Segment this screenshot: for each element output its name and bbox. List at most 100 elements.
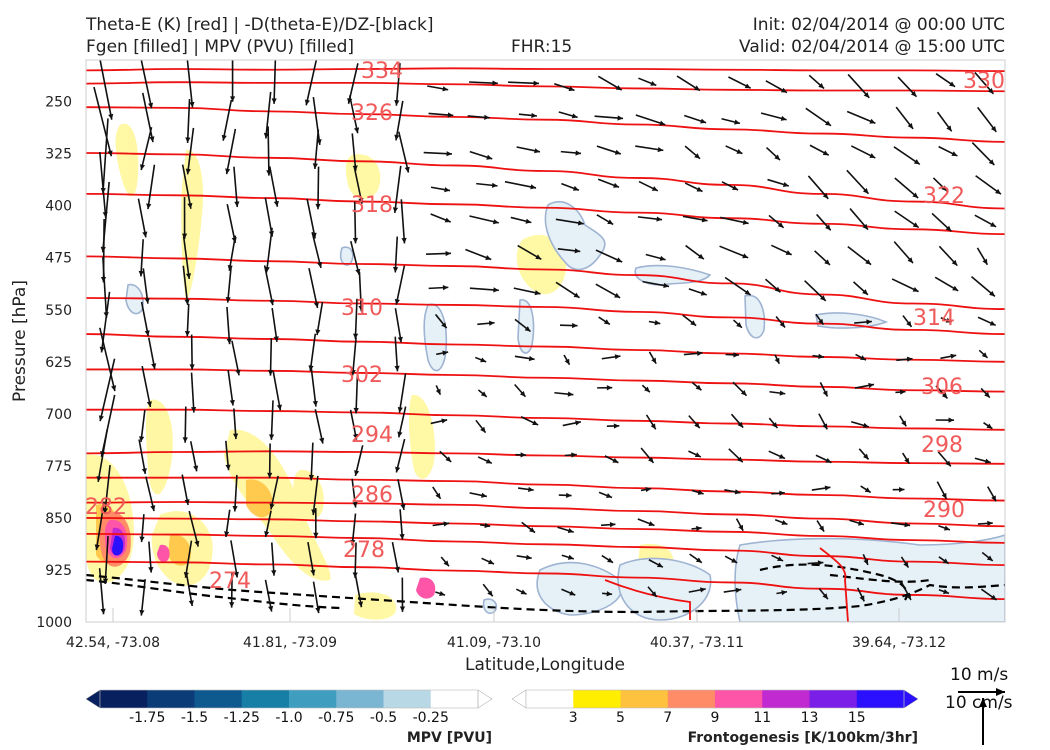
theta-e-contour-labels: 334 326 318 310 302 294 286 282 278 274 330 322 314 3… (85, 59, 1005, 594)
wind-vector-head (491, 182, 498, 188)
wind-vector-head (232, 505, 238, 512)
wind-vector-head (312, 163, 318, 169)
wind-vector-head (912, 192, 919, 199)
wind-vector-head (445, 250, 451, 257)
wind-vector-head (194, 540, 200, 547)
mpv-colorbar: -1.75 -1.5 -1.25 -1.0 -0.75 -0.5 -0.25 (85, 689, 493, 726)
wind-vector-head (319, 437, 325, 444)
x-tick-label: 42.54, -73.08 (66, 635, 160, 651)
wind-vector-head (862, 422, 869, 428)
wind-vector (141, 92, 154, 143)
wind-vector-head (737, 456, 743, 463)
wind-vector (226, 306, 231, 345)
wind-vector-head (700, 118, 707, 124)
wind-vector-head (267, 370, 274, 376)
wind-vector (186, 303, 190, 337)
wind-vector-head (481, 492, 487, 498)
wind-vector (140, 126, 153, 171)
wind-vector-head (189, 364, 195, 370)
wind-vector-head (603, 319, 610, 325)
wind-vector-head (606, 385, 613, 391)
wind-vector (99, 327, 116, 392)
wind-vector (233, 474, 238, 512)
wind-vector-head (941, 185, 947, 192)
wind-vector (273, 60, 277, 104)
wind-vector-head (313, 302, 319, 309)
wind-vector (98, 568, 105, 615)
wind-vector-head (995, 188, 1001, 195)
wind-vector-head (352, 501, 358, 508)
colorbar-swatch (809, 690, 858, 708)
wind-vector-head (445, 456, 452, 462)
wind-vector-head (659, 120, 666, 126)
wind-vector-head (480, 357, 487, 363)
wind-vector-head (234, 201, 240, 208)
wind-vector-head (735, 587, 742, 593)
wind-vector (353, 201, 357, 244)
colorbar-tick-label: 3 (569, 710, 578, 726)
wind-vector-head (225, 168, 231, 175)
wind-vector-head (271, 98, 277, 104)
wind-vector-head (358, 197, 364, 204)
theta-e-contour-label: 310 (341, 296, 383, 321)
wind-vector-head (268, 434, 275, 440)
wind-vector-head (443, 521, 450, 527)
wind-vector (186, 99, 191, 143)
wind-vector (263, 265, 274, 306)
wind-vector-head (100, 608, 106, 615)
wind-vector-head (528, 355, 535, 362)
wind-vector-head (401, 237, 407, 244)
wind-vector (351, 133, 357, 172)
reference-u-label: 10 m/s (950, 665, 1008, 685)
wind-vector-head (695, 384, 702, 391)
valid-time: Valid: 02/04/2014 @ 15:00 UTC (739, 37, 1005, 57)
wind-vector-head (942, 558, 949, 564)
wind-vector-head (573, 292, 580, 298)
wind-vector-head (488, 320, 495, 326)
wind-vector-head (659, 255, 666, 261)
wind-vector-head (817, 560, 824, 566)
wind-vector-head (984, 458, 991, 464)
colorbar-swatch (430, 690, 479, 708)
wind-vector-head (146, 203, 152, 210)
wind-vector-head (607, 219, 614, 225)
theta-e-contour-line (86, 297, 1005, 335)
wind-vector-head (188, 600, 194, 607)
wind-vector-head (906, 356, 913, 362)
wind-vector-head (731, 557, 738, 563)
wind-vector-head (107, 150, 113, 157)
wind-vector-head (859, 355, 866, 361)
stability-contour-line (86, 573, 1005, 614)
wind-vector-head (485, 458, 492, 464)
wind-vector-head (572, 322, 578, 329)
wind-vector (186, 60, 194, 108)
theta-e-contour-line (86, 81, 1005, 93)
theta-e-contour-line (86, 368, 1005, 393)
wind-vector (393, 165, 402, 213)
wind-vector (394, 308, 402, 343)
wind-vector-head (397, 336, 403, 343)
wind-vector (309, 333, 317, 372)
wind-vector-head (400, 504, 406, 510)
wind-vector-head (268, 605, 274, 612)
wind-vector (351, 337, 357, 376)
wind-vector-head (273, 200, 279, 207)
wind-vector-head (904, 522, 911, 528)
vector-reference: 10 m/s 10 cm/s (945, 665, 1013, 745)
wind-vector-head (694, 153, 701, 159)
y-tick-label: 325 (45, 147, 72, 163)
wind-vector-head (734, 489, 741, 495)
colorbar-swatch (289, 690, 337, 708)
theta-e-contour-line (604, 579, 691, 620)
wind-vector-head (945, 460, 951, 467)
wind-vector-head (358, 305, 364, 312)
wind-vectors (93, 60, 1002, 616)
wind-vector-head (945, 225, 952, 232)
wind-vector-head (986, 555, 993, 561)
wind-vector-head (147, 102, 154, 109)
wind-vector-head (520, 452, 527, 458)
wind-vector (395, 265, 406, 305)
wind-vector (271, 307, 278, 343)
wind-vector (99, 60, 113, 120)
wind-vector (265, 91, 272, 139)
